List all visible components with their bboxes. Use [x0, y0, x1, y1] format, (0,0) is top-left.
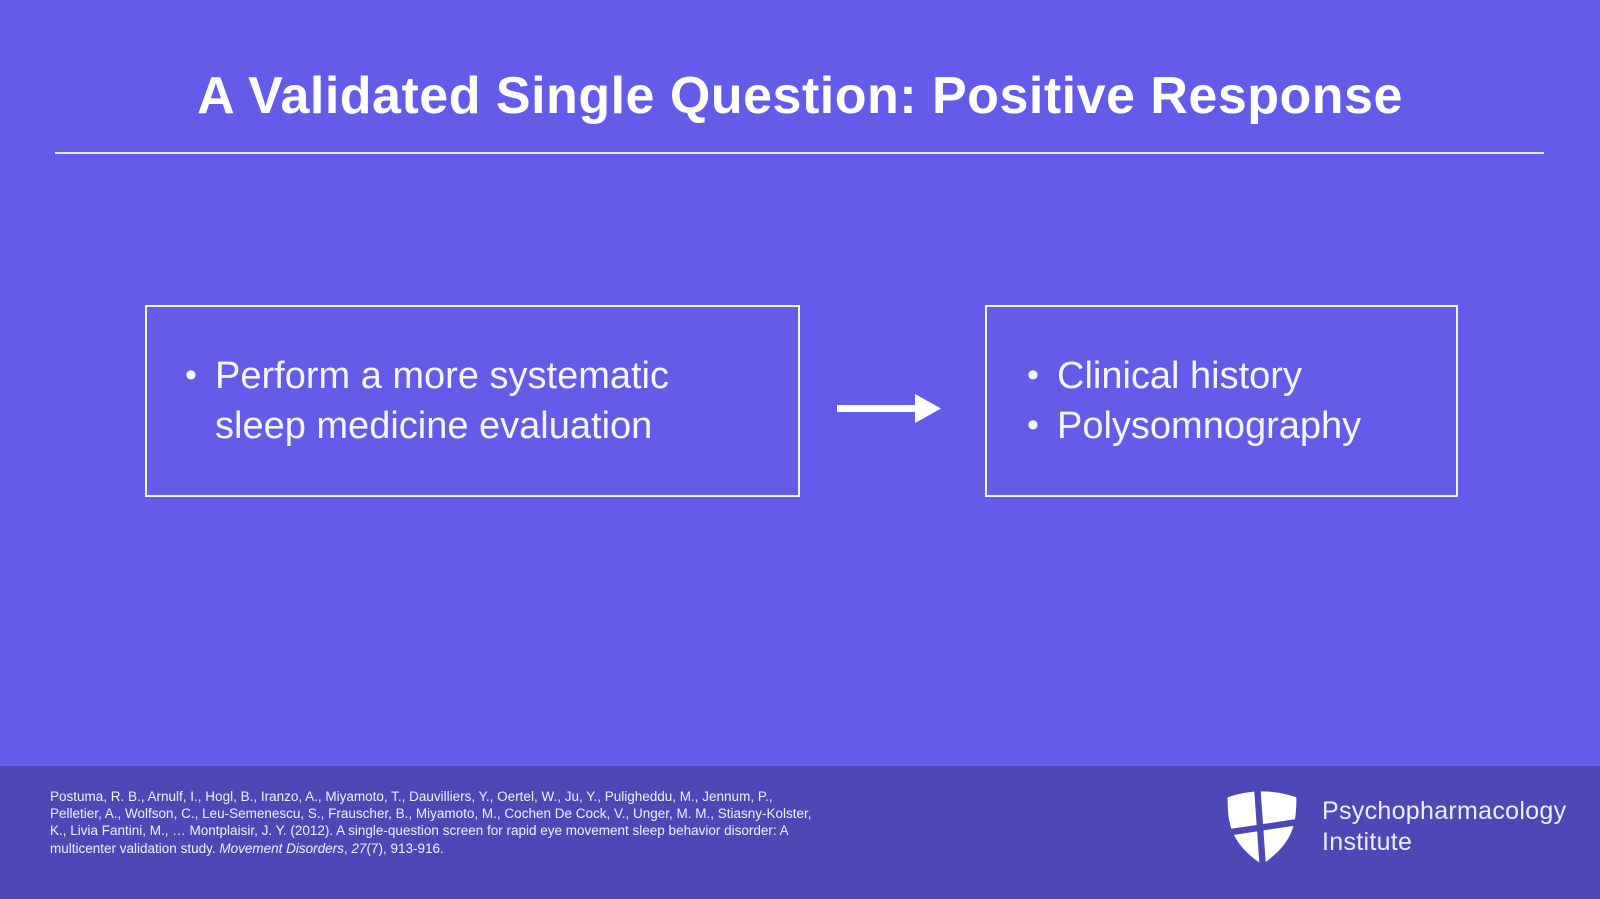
citation-separator: , — [343, 840, 352, 856]
logo-text-line2: Institute — [1322, 828, 1413, 856]
list-item: • Polysomnography — [1027, 401, 1444, 451]
slide-title: A Validated Single Question: Positive Re… — [197, 67, 1403, 125]
left-content-box: • Perform a more systematic sleep medici… — [145, 305, 800, 497]
shield-cross-icon — [1222, 786, 1302, 868]
list-item: • Perform a more systematic sleep medici… — [185, 351, 782, 451]
left-box-bullet-text: Perform a more systematic sleep medicine… — [215, 354, 669, 447]
citation-journal-name: Movement Disorders — [219, 840, 344, 856]
right-arrow-icon — [833, 384, 945, 426]
slide-footer: Postuma, R. B., Arnulf, I., Hogl, B., Ir… — [0, 765, 1600, 899]
bullet-icon: • — [1027, 406, 1039, 444]
logo-text-line1: Psychopharmacology — [1322, 797, 1567, 825]
citation-volume: 27 — [351, 840, 367, 856]
title-divider-line — [55, 152, 1544, 154]
bullet-icon: • — [185, 355, 197, 394]
logo-text: Psychopharmacology Institute — [1322, 796, 1566, 858]
right-content-box: • Clinical history • Polysomnography — [985, 305, 1458, 497]
bullet-icon: • — [1027, 355, 1039, 394]
reference-citation: Postuma, R. B., Arnulf, I., Hogl, B., Ir… — [50, 788, 820, 857]
citation-pages: (7), 913-916. — [366, 840, 444, 856]
list-item: • Clinical history — [1027, 351, 1444, 401]
right-box-bullet-text-1: Clinical history — [1057, 354, 1302, 397]
citation-text: Postuma, R. B., Arnulf, I., Hogl, B., Ir… — [50, 789, 812, 856]
psychopharmacology-institute-logo: Psychopharmacology Institute — [1222, 786, 1566, 868]
right-box-bullet-text-2: Polysomnography — [1057, 405, 1362, 447]
